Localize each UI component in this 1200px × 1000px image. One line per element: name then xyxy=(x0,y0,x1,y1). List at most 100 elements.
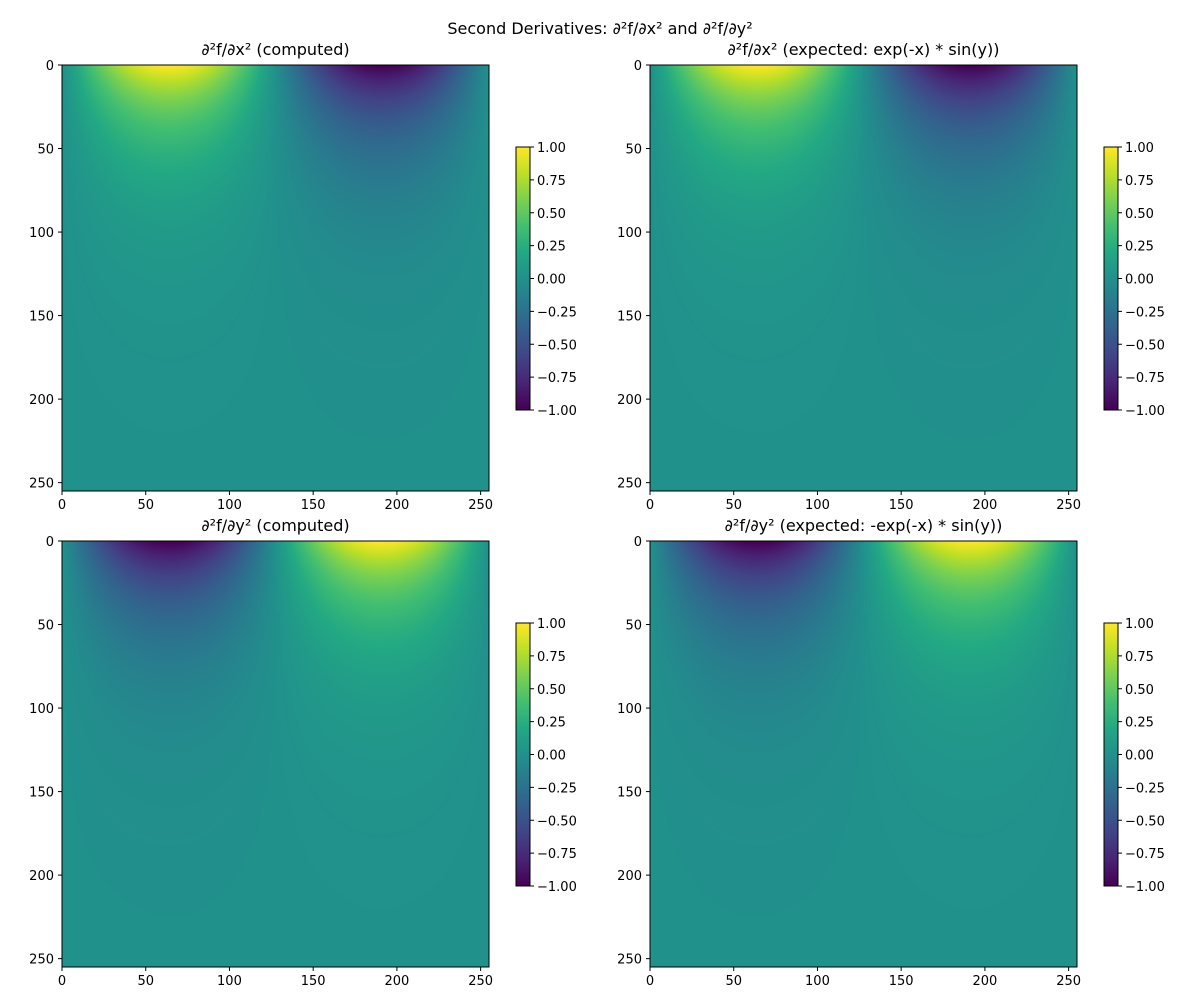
colorbar-tick-label: 0.50 xyxy=(1125,683,1154,698)
x-tick-label: 250 xyxy=(468,974,493,989)
y-tick-label: 250 xyxy=(617,953,642,968)
colorbar-tick-label: 1.00 xyxy=(1125,617,1154,632)
x-tick-label: 150 xyxy=(301,974,326,989)
heatmap-image xyxy=(650,65,1077,491)
colorbar-tick-label: 1.00 xyxy=(537,141,566,156)
colorbar-tick-label: 0.00 xyxy=(1125,273,1154,288)
colorbar-tick-label: 0.00 xyxy=(537,749,566,764)
x-tick-label: 200 xyxy=(384,974,409,989)
colorbar-tick-label: 0.00 xyxy=(1125,749,1154,764)
colorbar-tick-label: −0.25 xyxy=(1125,781,1165,796)
y-tick-label: 250 xyxy=(617,477,642,492)
colorbar-tick-label: 0.25 xyxy=(1125,240,1154,255)
colorbar-tick-label: −1.00 xyxy=(1125,880,1165,895)
subplot-2: ∂²f/∂x² (expected: exp(-x) * sin(y)) 0 50 1… xyxy=(617,40,1165,513)
y-tick-label: 150 xyxy=(617,786,642,801)
subplot-4: ∂²f/∂y² (expected: -exp(-x) * sin(y)) 0 50… xyxy=(617,516,1165,989)
colorbar-tick-label: 0.25 xyxy=(537,240,566,255)
colorbar-tick-label: −0.75 xyxy=(1125,371,1165,386)
y-tick-label: 200 xyxy=(617,869,642,884)
colorbar-gradient xyxy=(516,147,530,410)
x-tick-label: 0 xyxy=(646,498,654,513)
y-tick-label: 50 xyxy=(37,619,54,634)
x-tick-label: 200 xyxy=(384,498,409,513)
axes-frame xyxy=(649,64,1078,492)
colorbar-tick-label: 0.50 xyxy=(537,207,566,222)
y-tick-label: 200 xyxy=(617,393,642,408)
colorbar-tick-label: −1.00 xyxy=(1125,404,1165,419)
heatmap-image xyxy=(62,541,489,967)
y-tick-label: 50 xyxy=(625,619,642,634)
colorbar-tick-label: −0.50 xyxy=(537,814,577,829)
x-tick-label: 150 xyxy=(301,498,326,513)
colorbar-tick-label: 0.75 xyxy=(1125,650,1154,665)
colorbar-tick-label: 0.50 xyxy=(537,683,566,698)
subplot-title: ∂²f/∂x² (expected: exp(-x) * sin(y)) xyxy=(728,40,1000,59)
x-tick-label: 50 xyxy=(725,974,742,989)
colorbar: 1.00 0.75 0.50 0.25 0.00 −0.25 −0.50 −0.75 −1.00 xyxy=(1103,617,1165,895)
colorbar: 1.00 0.75 0.50 0.25 0.00 −0.25 −0.50 −0.75 −1.00 xyxy=(1103,141,1165,419)
y-tick-label: 0 xyxy=(46,535,54,550)
x-tick-label: 50 xyxy=(725,498,742,513)
colorbar: 1.00 0.75 0.50 0.25 0.00 −0.25 −0.50 −0.75 −1.00 xyxy=(515,141,577,419)
y-tick-label: 200 xyxy=(29,869,54,884)
colorbar-tick-label: 0.50 xyxy=(1125,207,1154,222)
y-tick-label: 150 xyxy=(29,786,54,801)
x-tick-label: 100 xyxy=(217,974,242,989)
y-tick-label: 250 xyxy=(29,953,54,968)
axes-frame xyxy=(61,64,490,492)
x-tick-label: 50 xyxy=(137,974,154,989)
colorbar-tick-label: 0.75 xyxy=(537,174,566,189)
colorbar-tick-label: −0.25 xyxy=(537,305,577,320)
colorbar-tick-label: 0.75 xyxy=(1125,174,1154,189)
y-tick-label: 200 xyxy=(29,393,54,408)
x-tick-label: 150 xyxy=(889,498,914,513)
y-tick-label: 0 xyxy=(634,59,642,74)
colorbar-gradient xyxy=(1104,147,1118,410)
heatmap-image xyxy=(62,65,489,491)
y-tick-label: 250 xyxy=(29,477,54,492)
subplot-title: ∂²f/∂y² (expected: -exp(-x) * sin(y)) xyxy=(725,516,1003,535)
subplot-3: ∂²f/∂y² (computed) 0 50 100 150 200 250 0 50 100 1… xyxy=(29,516,577,989)
x-tick-label: 0 xyxy=(646,974,654,989)
x-tick-label: 200 xyxy=(972,498,997,513)
x-tick-label: 250 xyxy=(468,498,493,513)
figure-suptitle: Second Derivatives: ∂²f/∂x² and ∂²f/∂y² xyxy=(447,19,752,38)
axes-frame xyxy=(649,540,1078,968)
y-tick-label: 100 xyxy=(29,226,54,241)
y-tick-label: 150 xyxy=(617,310,642,325)
colorbar-tick-label: 0.00 xyxy=(537,273,566,288)
colorbar-tick-label: −0.50 xyxy=(1125,814,1165,829)
colorbar-tick-label: 0.75 xyxy=(537,650,566,665)
colorbar-tick-label: −0.25 xyxy=(1125,305,1165,320)
colorbar-tick-label: −0.75 xyxy=(537,847,577,862)
colorbar-tick-label: −0.75 xyxy=(537,371,577,386)
x-tick-label: 100 xyxy=(217,498,242,513)
colorbar-gradient xyxy=(516,623,530,886)
colorbar-gradient xyxy=(1104,623,1118,886)
x-tick-label: 0 xyxy=(58,498,66,513)
subplot-grid: ∂²f/∂x² (computed) 0 50 100 150 200 250 0 50 100 1… xyxy=(29,40,1165,989)
colorbar-tick-label: 1.00 xyxy=(537,617,566,632)
heatmap-image xyxy=(650,541,1077,967)
y-tick-label: 100 xyxy=(29,702,54,717)
colorbar-tick-label: −0.75 xyxy=(1125,847,1165,862)
colorbar-tick-label: 1.00 xyxy=(1125,141,1154,156)
x-tick-label: 250 xyxy=(1056,498,1081,513)
y-tick-label: 150 xyxy=(29,310,54,325)
x-tick-label: 0 xyxy=(58,974,66,989)
colorbar-tick-label: 0.25 xyxy=(537,716,566,731)
subplot-title: ∂²f/∂y² (computed) xyxy=(201,516,349,535)
axes-frame xyxy=(61,540,490,968)
colorbar-tick-label: −0.50 xyxy=(1125,338,1165,353)
colorbar-tick-label: −1.00 xyxy=(537,880,577,895)
y-tick-label: 100 xyxy=(617,702,642,717)
y-tick-label: 0 xyxy=(46,59,54,74)
colorbar-tick-label: −1.00 xyxy=(537,404,577,419)
x-tick-label: 200 xyxy=(972,974,997,989)
y-tick-label: 50 xyxy=(37,143,54,158)
y-tick-label: 0 xyxy=(634,535,642,550)
y-tick-label: 50 xyxy=(625,143,642,158)
subplot-title: ∂²f/∂x² (computed) xyxy=(201,40,349,59)
